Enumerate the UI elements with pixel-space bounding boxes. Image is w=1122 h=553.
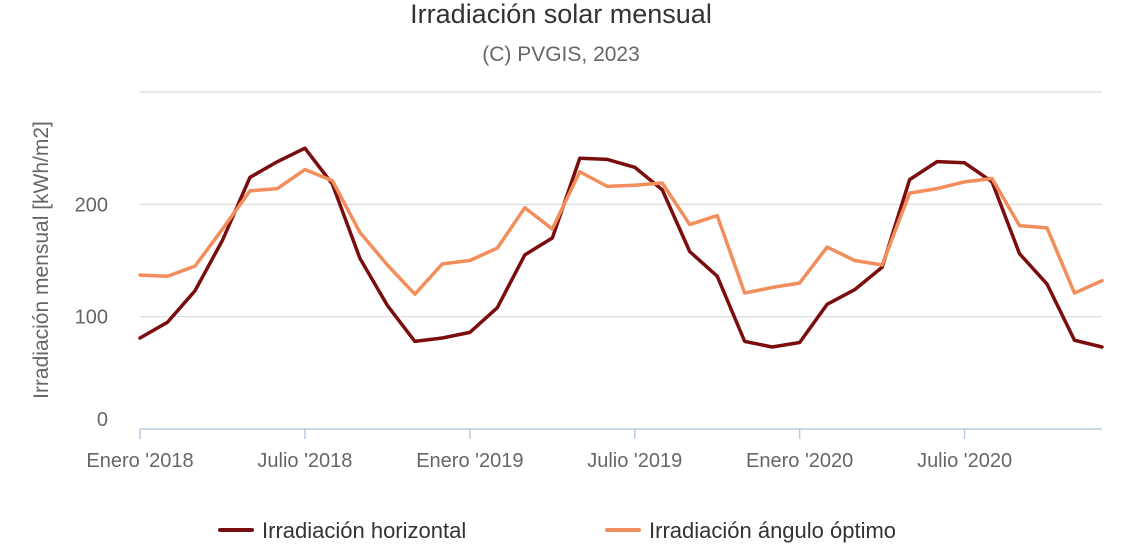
- series-lines: [138, 146, 1104, 349]
- series-line-2: [138, 167, 1104, 296]
- x-tick-label: Julio '2018: [257, 450, 352, 472]
- y-axis-title: Irradiación mensual [kWh/m2]: [30, 121, 53, 399]
- y-tick-labels: 0 100 200: [75, 194, 108, 431]
- x-tick-label: Enero '2020: [746, 450, 853, 472]
- legend-label-2: Irradiación ángulo óptimo: [649, 518, 896, 543]
- x-axis: Enero '2018 Julio '2018 Enero '2019 Julio '…: [86, 428, 1102, 472]
- x-tick-label: Julio '2020: [917, 450, 1012, 472]
- chart-subtitle: (C) PVGIS, 2023: [482, 43, 640, 66]
- x-tick-label: Julio '2019: [587, 450, 682, 472]
- y-tick-label: 0: [97, 409, 108, 431]
- y-tick-label: 100: [75, 307, 108, 329]
- x-tick-label: Enero '2018: [86, 450, 193, 472]
- x-tick-label: Enero '2019: [416, 450, 523, 472]
- legend-label-1: Irradiación horizontal: [262, 518, 466, 543]
- chart-title: Irradiación solar mensual: [410, 0, 712, 29]
- gridlines: [140, 91, 1102, 318]
- y-tick-label: 200: [75, 194, 108, 216]
- legend: Irradiación horizontal Irradiación ángulo…: [218, 518, 896, 543]
- series-line-1: [138, 146, 1104, 349]
